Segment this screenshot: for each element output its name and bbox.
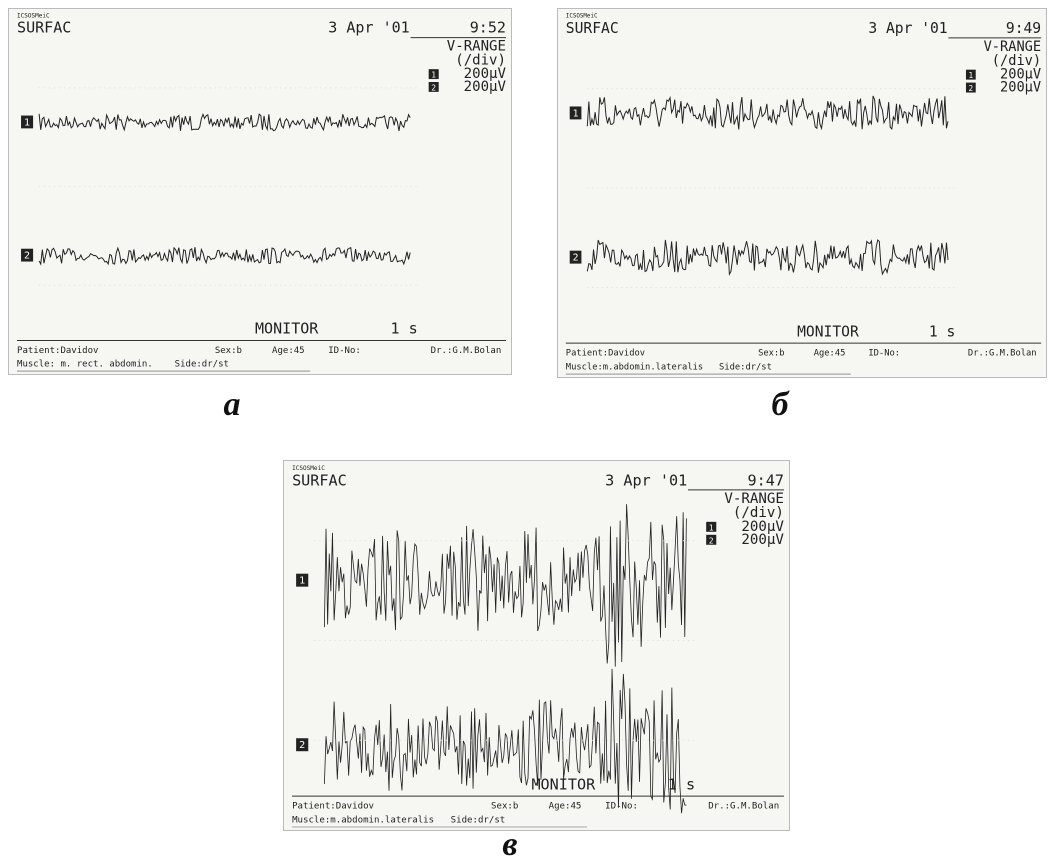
time: 9:52 [470, 19, 506, 37]
brand: ICSOSMeiC [566, 13, 598, 19]
timebase: 1 s [929, 323, 955, 340]
channel-label-box [296, 573, 309, 587]
time: 9:49 [1006, 20, 1041, 37]
muscle: Muscle: m. rect. abdomin. [17, 360, 153, 370]
mode: MONITOR [255, 320, 318, 338]
emg-trace [38, 112, 411, 132]
age: Age:45 [272, 346, 305, 356]
doctor: Dr.:G.M.Bolan [708, 802, 779, 812]
range-unit: (/div) [733, 505, 784, 521]
emg-trace [586, 95, 949, 131]
channel-label: 2 [573, 253, 579, 264]
channel-label-box [569, 250, 582, 264]
channel-marker [706, 534, 717, 545]
channel-range: 200µV [741, 519, 784, 535]
emg-trace [323, 504, 687, 667]
channel-marker-id: 2 [968, 84, 973, 93]
doctor: Dr.:G.M.Bolan [968, 349, 1037, 359]
patient: Patient:Davidov [292, 802, 374, 812]
caption: б [771, 386, 789, 423]
channel-marker-id: 2 [431, 83, 436, 92]
channel-marker [706, 521, 717, 532]
channel-marker-id: 1 [431, 71, 436, 80]
age: Age:45 [549, 802, 582, 812]
mode: MONITOR [531, 776, 596, 794]
muscle: Muscle:m.abdomin.lateralis [566, 363, 703, 373]
range-unit: (/div) [992, 53, 1041, 69]
channel-marker [965, 82, 976, 93]
emg-trace [323, 668, 687, 814]
channel-label-box [21, 115, 34, 129]
date: 3 Apr '01 [328, 19, 409, 37]
timebase: 1 s [391, 320, 418, 338]
channel-range: 200µV [741, 532, 784, 548]
brand: ICSOSMeiC [17, 12, 50, 19]
id-no: ID-No: [328, 346, 361, 356]
side: Side:dr/st [719, 363, 772, 373]
date: 3 Apr '01 [605, 472, 687, 490]
emg-printout: ICSOSMeiC SURFAC 3 Apr '01 9:49 V-RANGE (/div… [557, 8, 1047, 378]
channel-marker [428, 82, 439, 92]
patient: Patient:Davidov [17, 346, 98, 356]
age: Age:45 [814, 349, 846, 359]
channel-marker [428, 69, 439, 80]
channel-marker [965, 69, 976, 80]
device: SURFAC [292, 472, 347, 490]
channel-label: 2 [299, 740, 305, 751]
range-title: V-RANGE [984, 39, 1042, 55]
channel-label: 1 [573, 108, 579, 119]
channel-marker-id: 1 [968, 71, 973, 80]
device: SURFAC [17, 19, 71, 37]
channel-label-box [21, 248, 34, 262]
channel-range: 200µV [464, 66, 506, 82]
range-title: V-RANGE [447, 39, 506, 55]
caption: в [502, 826, 518, 863]
channel-label: 1 [299, 576, 305, 587]
device: SURFAC [566, 20, 619, 37]
emg-printout: ICSOSMeiC SURFAC 3 Apr '01 9:47 V-RANGE (/div… [283, 460, 790, 831]
channel-label-box [296, 738, 309, 752]
id-no: ID-No: [605, 802, 638, 812]
channel-label: 1 [24, 117, 30, 128]
emg-printout: ICSOSMeiC SURFAC 3 Apr '01 9:52 V-RANGE (/div… [8, 8, 512, 375]
side: Side:dr/st [175, 360, 229, 370]
sex: Sex:b [491, 802, 518, 812]
mode: MONITOR [797, 323, 859, 340]
time: 9:47 [747, 472, 783, 490]
channel-marker-id: 2 [709, 536, 714, 545]
muscle: Muscle:m.abdomin.lateralis [292, 816, 434, 826]
channel-range: 200µV [1000, 79, 1041, 95]
emg-trace [38, 246, 411, 266]
channel-label: 2 [24, 251, 30, 262]
sex: Sex:b [215, 346, 242, 356]
timebase: 1 s [668, 776, 695, 794]
id-no: ID-No: [868, 349, 900, 359]
channel-range: 200µV [464, 79, 506, 95]
sex: Sex:b [758, 349, 784, 359]
channel-marker-id: 1 [709, 523, 714, 532]
patient: Patient:Davidov [566, 349, 645, 359]
channel-label-box [569, 106, 582, 120]
doctor: Dr.:G.M.Bolan [431, 346, 502, 356]
caption: а [223, 386, 241, 423]
side: Side:dr/st [451, 816, 506, 826]
range-unit: (/div) [455, 52, 506, 68]
date: 3 Apr '01 [868, 20, 947, 37]
range-title: V-RANGE [724, 491, 784, 507]
emg-trace [586, 239, 949, 277]
brand: ICSOSMeiC [292, 465, 325, 472]
channel-range: 200µV [1000, 67, 1041, 83]
